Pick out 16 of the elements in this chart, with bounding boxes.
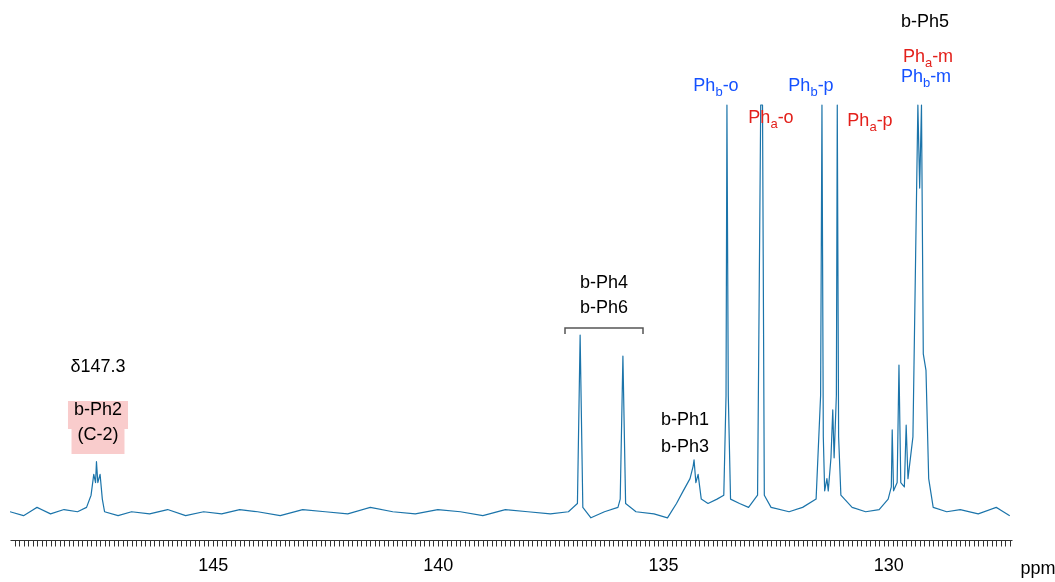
x-axis-title: ppm (1020, 557, 1055, 578)
annotation: b-Ph3 (660, 436, 710, 456)
x-tick-label: 130 (873, 554, 904, 575)
text: Ph$_{b}$-o (693, 75, 739, 99)
text: Ph$_{b}$-p (788, 75, 834, 99)
annotation: Ph$_{a}$-p (847, 110, 893, 134)
annotation: b-Ph4 (579, 272, 629, 292)
annotation: (C-2) (77, 424, 119, 444)
x-tick-label: 145 (198, 554, 229, 575)
annotation: b-Ph1 (660, 409, 710, 429)
annotation: δ147.3 (70, 356, 126, 376)
x-tick-label: 135 (648, 554, 679, 575)
text: b-Ph5 (900, 11, 950, 31)
annotation: b-Ph2 (73, 399, 123, 419)
x-tick-label: 140 (423, 554, 454, 575)
annotation: b-Ph6 (579, 297, 629, 317)
